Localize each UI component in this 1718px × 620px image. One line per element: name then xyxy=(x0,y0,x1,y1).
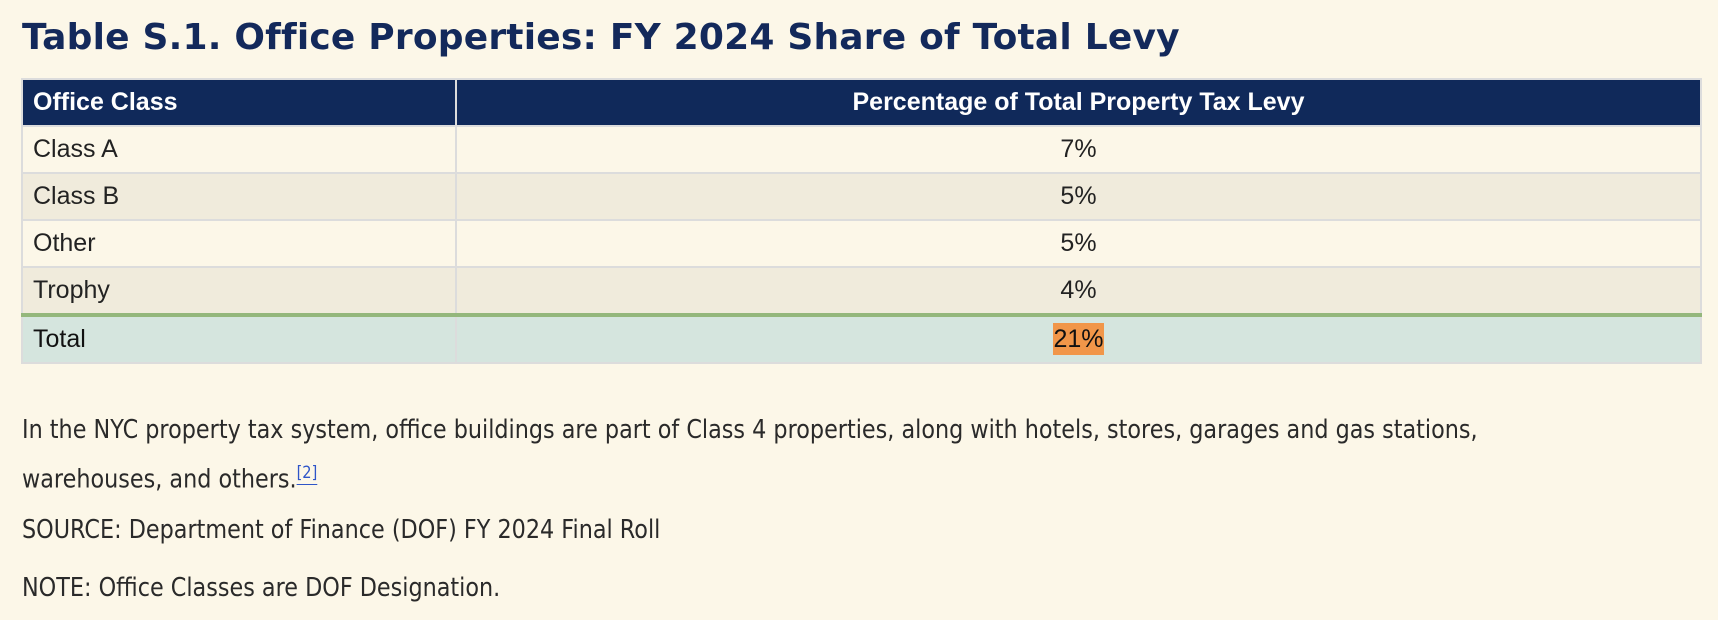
description-line-2: warehouses, and others. xyxy=(22,464,297,495)
levy-share-table: Office Class Percentage of Total Propert… xyxy=(21,78,1702,364)
office-class-cell: Other xyxy=(21,219,457,268)
table-row: Trophy 4% xyxy=(21,266,1702,316)
header-office-class: Office Class xyxy=(21,78,457,127)
table-row: Class B 5% xyxy=(21,172,1702,221)
source-note: SOURCE: Department of Finance (DOF) FY 2… xyxy=(22,515,661,545)
office-class-cell: Class B xyxy=(21,172,457,221)
total-percentage-cell: 21% xyxy=(455,313,1702,364)
percentage-cell: 5% xyxy=(455,219,1702,268)
office-class-cell: Class A xyxy=(21,125,457,174)
table-row: Class A 7% xyxy=(21,125,1702,174)
description-line-1: In the NYC property tax system, office b… xyxy=(22,415,1478,445)
percentage-cell: 4% xyxy=(455,266,1702,316)
table-header-row: Office Class Percentage of Total Propert… xyxy=(21,78,1702,127)
total-row: Total 21% xyxy=(21,313,1702,364)
percentage-cell: 7% xyxy=(455,125,1702,174)
office-class-cell: Trophy xyxy=(21,266,457,316)
footnote-link[interactable]: [2] xyxy=(296,463,318,483)
total-label-cell: Total xyxy=(21,313,457,364)
page-title: Table S.1. Office Properties: FY 2024 Sh… xyxy=(22,17,1180,58)
percentage-cell: 5% xyxy=(455,172,1702,221)
table-row: Other 5% xyxy=(21,219,1702,268)
header-percentage: Percentage of Total Property Tax Levy xyxy=(455,78,1702,127)
total-percentage-highlight: 21% xyxy=(1053,323,1104,355)
classification-note: NOTE: Office Classes are DOF Designation… xyxy=(22,573,501,603)
description-paragraph: In the NYC property tax system, office b… xyxy=(22,409,1478,502)
